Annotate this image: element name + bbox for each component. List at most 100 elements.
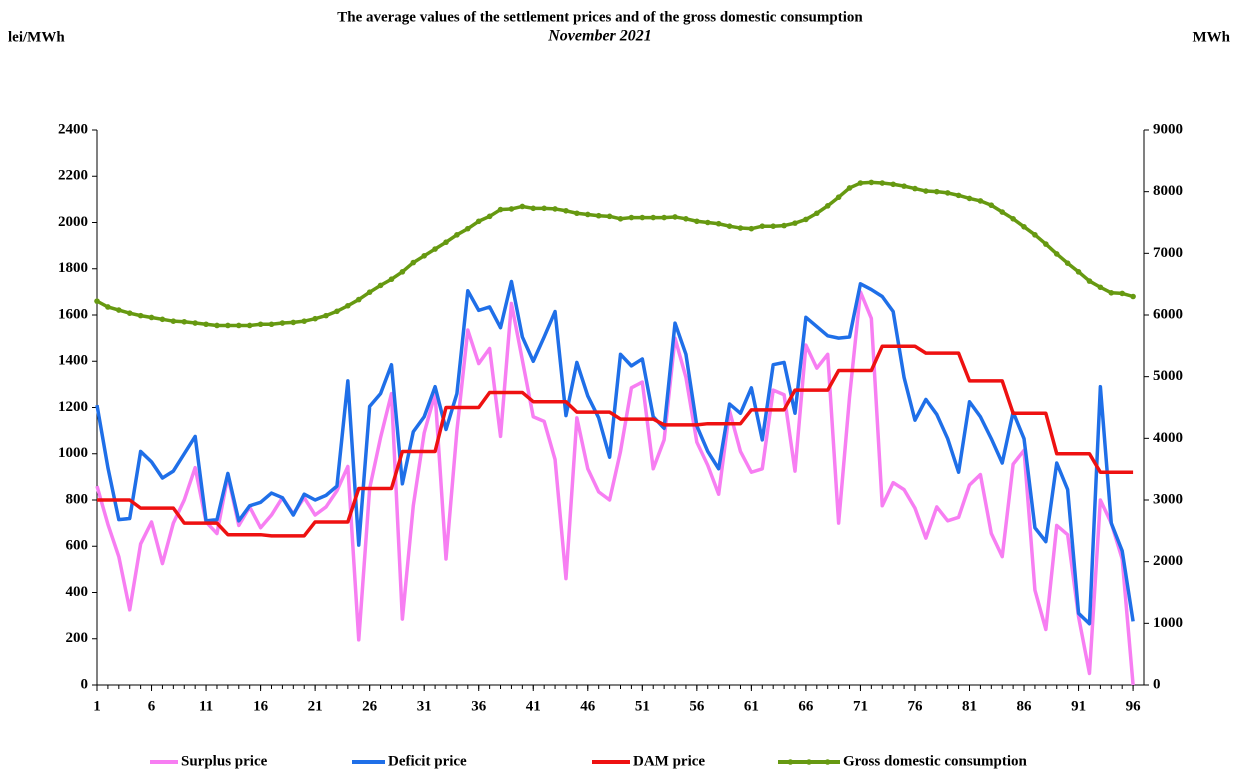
series-marker [737, 225, 744, 231]
x-tick-label: 21 [308, 698, 323, 714]
series-marker [246, 322, 253, 329]
x-tick-label: 76 [907, 698, 923, 714]
series-marker [617, 216, 624, 222]
y-tick-label: 1200 [58, 399, 88, 415]
y2-tick-label: 9000 [1153, 121, 1183, 137]
legend-marker [806, 759, 812, 765]
legend-label: Surplus price [181, 753, 268, 769]
series-marker [1032, 232, 1038, 238]
series-marker [410, 259, 417, 266]
series-marker [879, 180, 886, 186]
x-tick-label: 71 [853, 698, 868, 714]
series-marker [595, 212, 602, 219]
series-marker [835, 194, 842, 201]
series-marker [1130, 293, 1136, 300]
x-tick-label: 81 [962, 698, 977, 714]
series-marker [1086, 278, 1093, 284]
series-marker [94, 298, 100, 304]
y-axis-label: lei/MWh [8, 29, 65, 45]
y-tick-label: 200 [66, 630, 89, 646]
series-marker [803, 216, 809, 223]
series-marker [465, 225, 471, 232]
series-marker [748, 225, 755, 232]
series-marker [661, 214, 667, 221]
series-marker [857, 180, 864, 186]
series-marker [912, 185, 918, 192]
series-marker [148, 314, 155, 321]
series-marker [824, 203, 831, 209]
chart-title: The average values of the settlement pri… [337, 9, 863, 25]
series-marker [563, 207, 569, 214]
y-tick-label: 800 [66, 491, 89, 507]
y-tick-label: 1400 [58, 353, 88, 369]
x-tick-label: 6 [148, 698, 156, 714]
y2-tick-label: 4000 [1153, 430, 1183, 446]
series-marker [683, 216, 689, 222]
y-tick-label: 2200 [58, 168, 88, 184]
x-tick-label: 16 [253, 698, 269, 714]
series-marker [955, 192, 962, 199]
chart-subtitle: November 2021 [547, 28, 652, 45]
series-marker [1108, 290, 1115, 296]
series-marker [977, 198, 984, 204]
series-marker [290, 319, 297, 326]
series-marker [170, 318, 177, 324]
series-marker [868, 179, 875, 186]
legend-label: Deficit price [388, 753, 467, 769]
series-marker [312, 315, 318, 322]
series-marker [454, 232, 460, 238]
series-marker [257, 321, 264, 328]
series-marker [966, 195, 973, 202]
y2-tick-label: 3000 [1153, 491, 1183, 507]
series-marker [366, 289, 373, 295]
series-marker [126, 310, 133, 316]
x-tick-label: 36 [471, 698, 487, 714]
y2-tick-label: 6000 [1153, 306, 1183, 322]
y-tick-label: 2000 [58, 214, 88, 230]
series-line [95, 290, 1135, 686]
series-marker [672, 214, 678, 220]
y-tick-label: 1800 [58, 260, 88, 276]
series-marker [792, 220, 798, 226]
series-line [97, 344, 1134, 538]
series-marker [323, 312, 329, 319]
series-marker [923, 188, 929, 194]
series-marker [214, 322, 220, 329]
series-marker [116, 307, 122, 313]
y-tick-label: 400 [66, 584, 89, 600]
series-marker [726, 223, 733, 229]
series-marker [421, 253, 427, 259]
y2-tick-label: 7000 [1153, 245, 1183, 261]
series-marker [486, 213, 493, 220]
x-tick-label: 96 [1126, 698, 1142, 714]
series-marker [192, 320, 198, 326]
series-marker [541, 205, 547, 212]
series-marker [1119, 290, 1125, 297]
series-marker [279, 320, 286, 326]
y-tick-label: 1600 [58, 306, 88, 322]
y2-tick-label: 1000 [1153, 615, 1183, 631]
series-marker [475, 218, 482, 225]
series-marker [628, 214, 635, 221]
series-marker [159, 316, 166, 323]
x-tick-label: 91 [1071, 698, 1086, 714]
series-marker [225, 322, 231, 329]
y-tick-label: 2400 [58, 121, 88, 137]
series-marker [105, 304, 111, 310]
x-tick-label: 11 [199, 698, 213, 714]
series-marker [235, 322, 242, 329]
y-tick-label: 0 [81, 676, 89, 692]
x-tick-label: 66 [798, 698, 814, 714]
series-marker [650, 214, 657, 221]
y2-axis-label: MWh [1193, 29, 1231, 45]
series-marker [443, 239, 449, 246]
series-marker [846, 185, 853, 191]
x-tick-label: 51 [635, 698, 650, 714]
series-marker [301, 318, 308, 324]
y-tick-label: 1000 [58, 445, 88, 461]
series-marker [901, 183, 907, 189]
series-marker [377, 282, 384, 289]
series-marker [508, 206, 515, 212]
legend-label: Gross domestic consumption [843, 753, 1028, 769]
series-marker [268, 321, 275, 328]
